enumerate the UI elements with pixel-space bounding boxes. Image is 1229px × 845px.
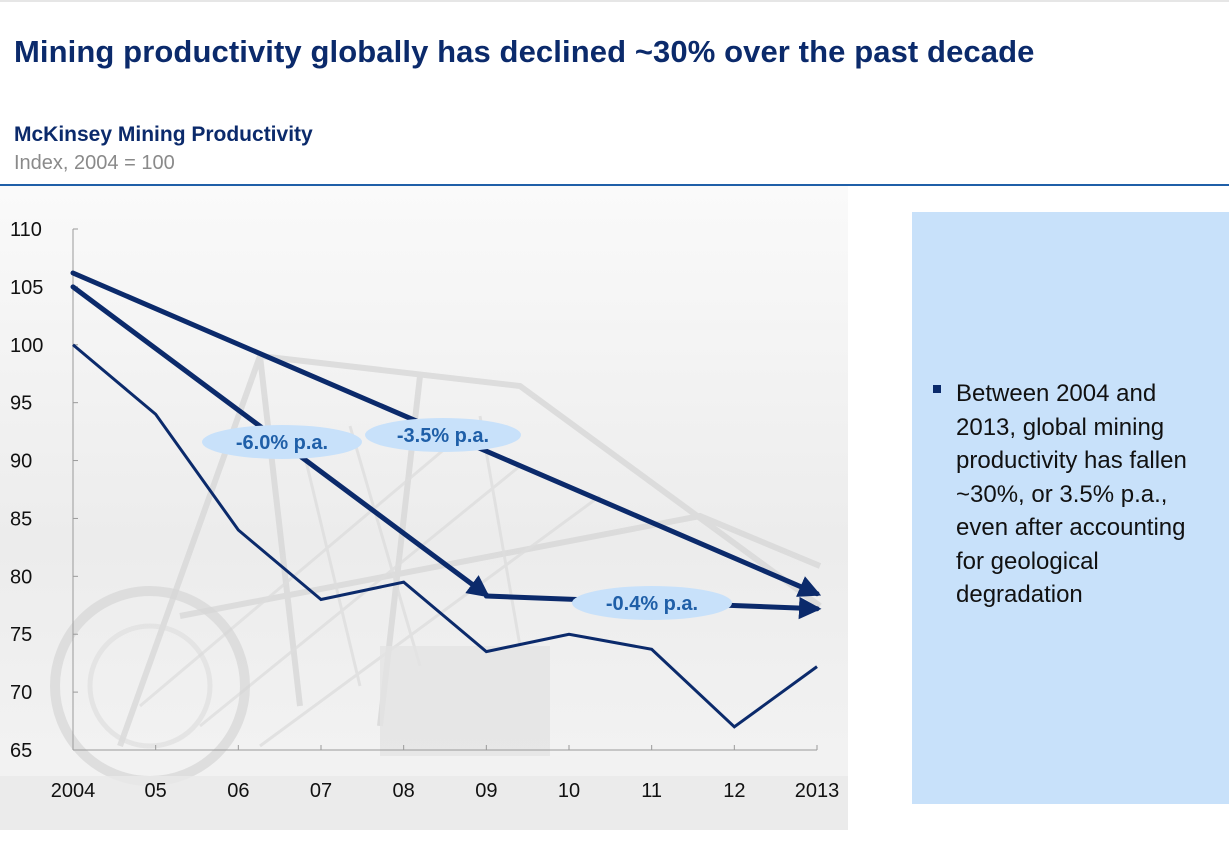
rate-badge-label: -6.0% p.a. — [236, 432, 328, 454]
top-rule — [0, 0, 1229, 2]
y-tick-label: 95 — [10, 393, 32, 415]
insight-callout-box — [912, 212, 1229, 804]
rate-badge — [572, 586, 732, 620]
y-tick-label: 100 — [10, 335, 43, 357]
mining-excavator-background-image — [0, 186, 848, 830]
x-tick-label: 05 — [145, 780, 167, 802]
x-tick-label: 06 — [227, 780, 249, 802]
x-tick-label: 10 — [558, 780, 580, 802]
page-title: Mining productivity globally has decline… — [14, 34, 1035, 69]
rate-badge-label: -0.4% p.a. — [606, 593, 698, 615]
x-tick-label: 07 — [310, 780, 332, 802]
x-tick-label: 12 — [723, 780, 745, 802]
bullet-marker — [933, 385, 941, 393]
header-divider — [0, 184, 1229, 186]
y-tick-label: 70 — [10, 682, 32, 704]
y-tick-label: 110 — [10, 219, 42, 241]
y-tick-label: 75 — [10, 624, 32, 646]
y-tick-label: 90 — [10, 451, 32, 473]
rate-badge — [365, 418, 521, 452]
y-tick-label: 80 — [10, 566, 32, 588]
x-tick-label: 2004 — [51, 780, 96, 802]
x-tick-label: 08 — [393, 780, 415, 802]
y-tick-label: 105 — [10, 277, 43, 299]
rate-badge-label: -3.5% p.a. — [397, 425, 489, 447]
x-tick-label: 2013 — [795, 780, 840, 802]
chart-unit-label: Index, 2004 = 100 — [14, 152, 175, 174]
insight-bullet-text: Between 2004 and 2013, global mining pro… — [956, 380, 1187, 608]
rate-badge — [202, 425, 362, 459]
x-tick-label: 09 — [475, 780, 497, 802]
chart-subtitle: McKinsey Mining Productivity — [14, 123, 313, 146]
y-tick-label: 85 — [10, 508, 32, 530]
productivity-index-line — [72, 343, 818, 729]
y-tick-label: 65 — [10, 740, 32, 762]
x-tick-label: 11 — [641, 780, 662, 802]
